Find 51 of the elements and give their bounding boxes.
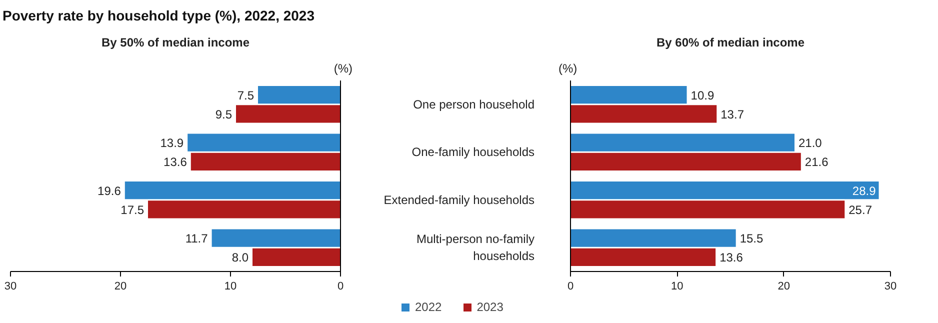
x-tick-label: 0 <box>567 280 574 292</box>
data-label: 15.5 <box>740 232 764 246</box>
data-label: 7.5 <box>237 88 254 102</box>
bar <box>570 182 879 200</box>
x-tick-label: 30 <box>884 280 897 292</box>
chart-subtitle: By 50% of median income <box>101 36 250 50</box>
bar <box>258 86 340 104</box>
data-label: 9.5 <box>215 107 232 122</box>
bar <box>570 248 716 266</box>
data-label: 25.7 <box>848 202 872 217</box>
bar <box>124 182 340 200</box>
data-label: 28.9 <box>852 184 876 198</box>
y-tick-label: Multi-person no-family households <box>416 232 535 264</box>
y-tick-label: One person household <box>413 97 535 112</box>
x-tick-label: 20 <box>114 280 127 292</box>
y-tick-label: Extended-family households <box>384 192 535 207</box>
bar <box>570 200 845 218</box>
data-label: 13.6 <box>164 155 188 170</box>
data-label: 10.9 <box>690 88 714 102</box>
y-tick-label: One-family households <box>412 145 535 160</box>
data-label: 21.6 <box>804 155 829 170</box>
x-tick-label: 20 <box>778 280 790 292</box>
bar <box>252 248 340 266</box>
bar <box>570 134 794 152</box>
bar <box>570 229 736 247</box>
data-label: 13.7 <box>720 107 744 122</box>
bar <box>570 86 687 104</box>
chart-title: Poverty rate by household type (%), 2022, 2023 <box>2 8 315 24</box>
bar <box>148 200 340 218</box>
data-label: 11.7 <box>185 232 208 246</box>
data-label: 21.0 <box>798 136 822 150</box>
bar <box>236 105 340 123</box>
data-label: 19.6 <box>98 184 122 198</box>
x-axis-title: (%) <box>558 62 578 76</box>
data-label: 8.0 <box>232 250 249 265</box>
bar <box>212 229 340 247</box>
data-label: 17.5 <box>120 202 144 217</box>
bar <box>188 134 340 152</box>
x-tick-label: 10 <box>671 280 684 292</box>
bar <box>570 152 801 170</box>
bar <box>570 105 717 123</box>
data-label: 13.9 <box>160 136 184 150</box>
bar <box>190 152 340 170</box>
x-tick-label: 10 <box>224 280 237 292</box>
legend-label: 2023 <box>476 300 504 314</box>
chart-subtitle: By 60% of median income <box>656 36 805 50</box>
legend-label: 2022 <box>415 300 442 314</box>
x-tick-label: 30 <box>4 280 17 292</box>
data-label: 13.6 <box>720 250 744 265</box>
x-axis-title: (%) <box>334 62 353 76</box>
x-tick-label: 0 <box>337 280 344 292</box>
